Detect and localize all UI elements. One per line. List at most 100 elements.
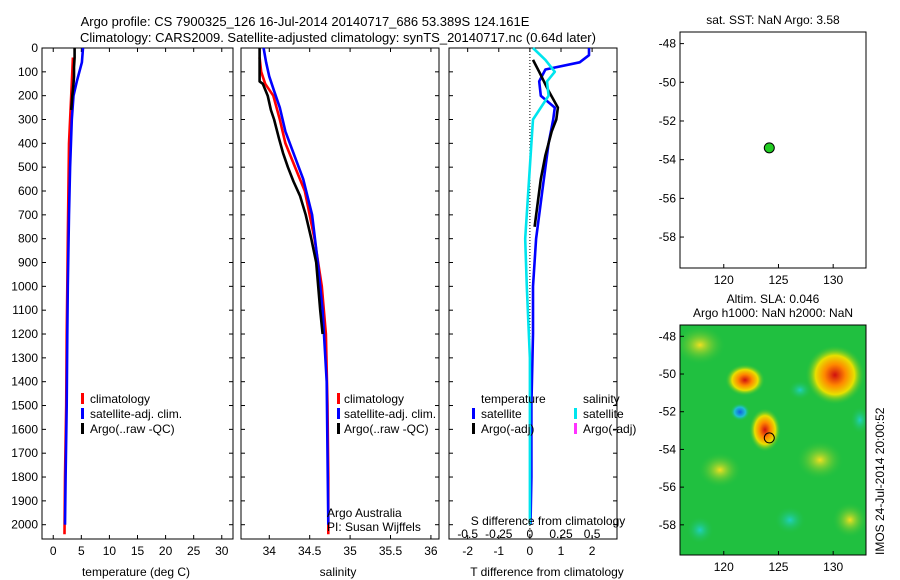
x-tick-label: 130 — [823, 273, 843, 287]
difference-xlabel: T difference from climatology — [470, 565, 624, 579]
legend-entry-t-argo: Argo(-adj) — [481, 422, 534, 436]
difference-xlabel-top: S difference from climatology — [471, 514, 626, 528]
y-tick-label: -58 — [659, 230, 677, 244]
depth-tick-label: 200 — [18, 89, 38, 103]
sla-map-title-2: Argo h1000: NaN h2000: NaN — [693, 306, 853, 320]
difference-legend: temperature satellite Argo(-adj) salinit… — [472, 392, 636, 436]
s-tick-label: -0.5 — [457, 527, 478, 541]
y-tick-label: -54 — [659, 442, 677, 456]
legend-entry-s-satellite: satellite — [583, 407, 624, 421]
x-tick-label: 125 — [768, 560, 788, 574]
y-tick-label: -52 — [659, 405, 677, 419]
x-tick-label: -2 — [462, 544, 473, 558]
x-tick-label: 35 — [343, 544, 357, 558]
x-tick-label: 30 — [215, 544, 229, 558]
legend-entry-t-satellite: satellite — [481, 407, 522, 421]
x-tick-label: 35.5 — [379, 544, 403, 558]
series-line-argo-raw-qc- — [69, 48, 76, 111]
depth-tick-label: 600 — [18, 184, 38, 198]
x-tick-label: 10 — [103, 544, 117, 558]
x-tick-label: -1 — [493, 544, 504, 558]
y-tick-label: -56 — [659, 191, 677, 205]
x-tick-label: 120 — [714, 273, 734, 287]
temperature-xlabel: temperature (deg C) — [82, 565, 190, 579]
x-tick-label: 0 — [527, 544, 534, 558]
depth-tick-label: 1200 — [11, 327, 38, 341]
x-tick-label: 2 — [589, 544, 596, 558]
legend-swatch-s-argo — [574, 423, 577, 434]
x-tick-label: 20 — [159, 544, 173, 558]
y-tick-label: -58 — [659, 518, 677, 532]
legend-entry-argo: Argo(..raw -QC) — [344, 422, 429, 436]
depth-tick-label: 700 — [18, 208, 38, 222]
legend-title-temperature: temperature — [481, 392, 546, 406]
x-tick-label: 5 — [78, 544, 85, 558]
depth-tick-label: 2000 — [11, 518, 38, 532]
credit-line-1: Argo Australia — [327, 506, 402, 520]
x-tick-label: 120 — [714, 560, 734, 574]
x-tick-label: 15 — [131, 544, 145, 558]
y-tick-label: -48 — [659, 329, 677, 343]
title-line-1: Argo profile: CS 7900325_126 16-Jul-2014… — [81, 14, 530, 29]
legend-swatch-t-satellite — [472, 408, 475, 419]
depth-tick-label: 500 — [18, 160, 38, 174]
sla-side-label: IMOS 24-Jul-2014 20:00:52 — [873, 407, 887, 555]
legend-swatch-climatology — [81, 393, 84, 404]
legend-entry-satellite: satellite-adj. clim. — [90, 407, 182, 421]
sla-heatmap — [680, 325, 866, 555]
series-line-t-satellite — [529, 48, 591, 525]
y-tick-label: -48 — [659, 37, 677, 51]
sla-map-plot: 120 125 130 -48 -50 -52 -54 -56 -58 — [659, 329, 844, 574]
legend-entry-climatology: climatology — [344, 392, 404, 406]
y-tick-label: -52 — [659, 114, 677, 128]
x-tick-label: 125 — [768, 273, 788, 287]
x-tick-label: 130 — [823, 560, 843, 574]
legend-entry-climatology: climatology — [90, 392, 150, 406]
sst-map-title: sat. SST: NaN Argo: 3.58 — [706, 13, 840, 27]
depth-tick-label: 1700 — [11, 446, 38, 460]
salinity-plot: 34 34.5 35 35.5 36 — [241, 47, 439, 558]
sla-map-axes — [679, 324, 867, 556]
temperature-legend: climatology satellite-adj. clim. Argo(..… — [81, 392, 182, 436]
x-tick-label: 34 — [263, 544, 277, 558]
depth-tick-label: 400 — [18, 136, 38, 150]
depth-tick-label: 1000 — [11, 279, 38, 293]
y-tick-label: -50 — [659, 75, 677, 89]
x-tick-label: 36 — [424, 544, 438, 558]
depth-tick-label: 1500 — [11, 399, 38, 413]
sla-map-title-1: Altim. SLA: 0.046 — [727, 292, 820, 306]
depth-tick-label: 900 — [18, 256, 38, 270]
y-tick-label: -54 — [659, 153, 677, 167]
x-tick-label: 1 — [558, 544, 565, 558]
depth-tick-label: 1900 — [11, 494, 38, 508]
legend-swatch-t-argo — [472, 423, 475, 434]
salinity-xlabel: salinity — [320, 565, 357, 579]
salinity-legend: climatology satellite-adj. clim. Argo(..… — [337, 392, 436, 436]
depth-tick-label: 1600 — [11, 422, 38, 436]
legend-swatch-satellite — [81, 408, 84, 419]
depth-tick-label: 1400 — [11, 375, 38, 389]
depth-tick-label: 1100 — [12, 303, 38, 317]
y-tick-label: -50 — [659, 367, 677, 381]
depth-tick-label: 100 — [18, 65, 38, 79]
sst-map-plot: 120 125 130 -48 -50 -52 -54 -56 -58 — [659, 37, 844, 287]
series-line-argo-raw-qc- — [258, 48, 324, 335]
legend-title-salinity: salinity — [583, 392, 620, 406]
legend-swatch-argo — [81, 423, 84, 434]
salinity-axes — [240, 47, 440, 540]
legend-entry-argo: Argo(..raw -QC) — [90, 422, 175, 436]
series-line-s-satellite — [523, 47, 557, 525]
series-line-satellite-adj-clim- — [63, 47, 85, 525]
y-tick-label: -56 — [659, 480, 677, 494]
series-line-t-argo-adj- — [531, 59, 560, 227]
s-tick-label: -0.25 — [485, 527, 513, 541]
credit-line-2: PI: Susan Wijffels — [327, 520, 421, 534]
depth-tick-label: 300 — [18, 113, 38, 127]
depth-tick-label: 1800 — [11, 470, 38, 484]
title-line-2: Climatology: CARS2009. Satellite-adjuste… — [80, 30, 596, 45]
temperature-plot: 0100200300400500600700800900100011001200… — [11, 41, 233, 558]
x-tick-label: 0 — [50, 544, 57, 558]
legend-entry-s-argo: Argo(-adj) — [583, 422, 636, 436]
